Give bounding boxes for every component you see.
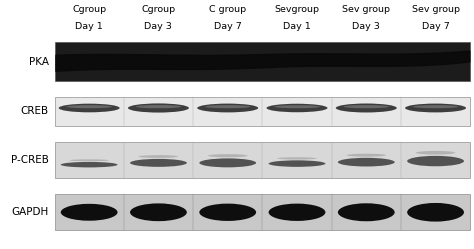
Ellipse shape	[338, 203, 395, 221]
Ellipse shape	[199, 158, 256, 167]
Ellipse shape	[344, 105, 389, 108]
Text: Cgroup: Cgroup	[72, 5, 106, 14]
Ellipse shape	[416, 151, 456, 155]
Text: Day 1: Day 1	[75, 22, 103, 31]
Ellipse shape	[338, 158, 395, 167]
Ellipse shape	[405, 104, 466, 112]
Text: Day 7: Day 7	[214, 22, 242, 31]
Ellipse shape	[138, 155, 178, 158]
Text: Day 1: Day 1	[283, 22, 311, 31]
Bar	[55, 142, 470, 178]
Ellipse shape	[336, 104, 397, 113]
Ellipse shape	[66, 105, 112, 108]
Text: Day 7: Day 7	[422, 22, 449, 31]
Ellipse shape	[128, 103, 189, 113]
Ellipse shape	[208, 154, 247, 157]
Ellipse shape	[61, 162, 118, 167]
Ellipse shape	[130, 159, 187, 167]
Ellipse shape	[269, 204, 326, 221]
Ellipse shape	[277, 157, 317, 160]
Bar	[55, 97, 470, 126]
Ellipse shape	[130, 203, 187, 221]
Ellipse shape	[413, 105, 458, 108]
Text: Day 3: Day 3	[145, 22, 173, 31]
Ellipse shape	[59, 104, 119, 112]
Text: Sev group: Sev group	[342, 5, 390, 14]
Ellipse shape	[407, 203, 464, 222]
Text: CREB: CREB	[21, 106, 49, 117]
Ellipse shape	[69, 159, 109, 161]
Text: GAPDH: GAPDH	[11, 207, 49, 217]
Text: P-CREB: P-CREB	[11, 155, 49, 165]
Text: PKA: PKA	[29, 57, 49, 67]
Bar	[55, 42, 470, 81]
Text: C group: C group	[209, 5, 246, 14]
Ellipse shape	[197, 104, 258, 112]
Text: Cgroup: Cgroup	[141, 5, 175, 14]
Bar	[55, 194, 470, 230]
Text: Sevgroup: Sevgroup	[274, 5, 319, 14]
Ellipse shape	[136, 105, 181, 108]
Ellipse shape	[346, 154, 386, 157]
Ellipse shape	[266, 104, 328, 112]
Text: Day 3: Day 3	[352, 22, 380, 31]
Ellipse shape	[407, 156, 464, 166]
Ellipse shape	[199, 204, 256, 221]
Ellipse shape	[205, 105, 251, 108]
Ellipse shape	[269, 160, 326, 167]
Text: Sev group: Sev group	[411, 5, 460, 14]
Ellipse shape	[274, 105, 320, 108]
Ellipse shape	[61, 204, 118, 221]
